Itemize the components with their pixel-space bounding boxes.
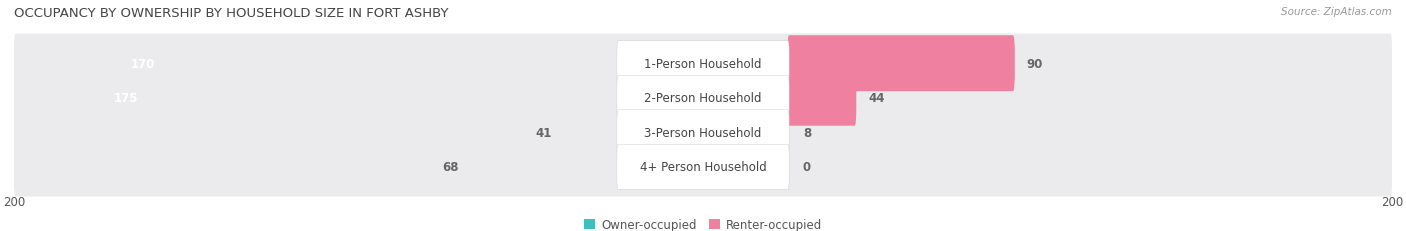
Text: 175: 175 (114, 92, 138, 105)
Text: 2-Person Household: 2-Person Household (644, 92, 762, 105)
Text: 68: 68 (441, 161, 458, 173)
Text: 41: 41 (536, 126, 551, 139)
Text: 1-Person Household: 1-Person Household (644, 58, 762, 70)
FancyBboxPatch shape (617, 76, 789, 121)
Text: Source: ZipAtlas.com: Source: ZipAtlas.com (1281, 7, 1392, 17)
FancyBboxPatch shape (617, 42, 789, 86)
FancyBboxPatch shape (14, 69, 1392, 128)
FancyBboxPatch shape (787, 36, 1015, 92)
FancyBboxPatch shape (14, 103, 1392, 162)
Text: 4+ Person Household: 4+ Person Household (640, 161, 766, 173)
FancyBboxPatch shape (787, 70, 856, 126)
Text: 170: 170 (131, 58, 156, 70)
Text: 0: 0 (803, 161, 811, 173)
Text: 44: 44 (869, 92, 884, 105)
FancyBboxPatch shape (617, 145, 789, 189)
Text: 3-Person Household: 3-Person Household (644, 126, 762, 139)
Text: OCCUPANCY BY OWNERSHIP BY HOUSEHOLD SIZE IN FORT ASHBY: OCCUPANCY BY OWNERSHIP BY HOUSEHOLD SIZE… (14, 7, 449, 20)
Text: 8: 8 (803, 126, 811, 139)
FancyBboxPatch shape (617, 110, 789, 155)
Text: 90: 90 (1026, 58, 1043, 70)
Legend: Owner-occupied, Renter-occupied: Owner-occupied, Renter-occupied (583, 218, 823, 231)
FancyBboxPatch shape (14, 34, 1392, 94)
FancyBboxPatch shape (14, 137, 1392, 197)
